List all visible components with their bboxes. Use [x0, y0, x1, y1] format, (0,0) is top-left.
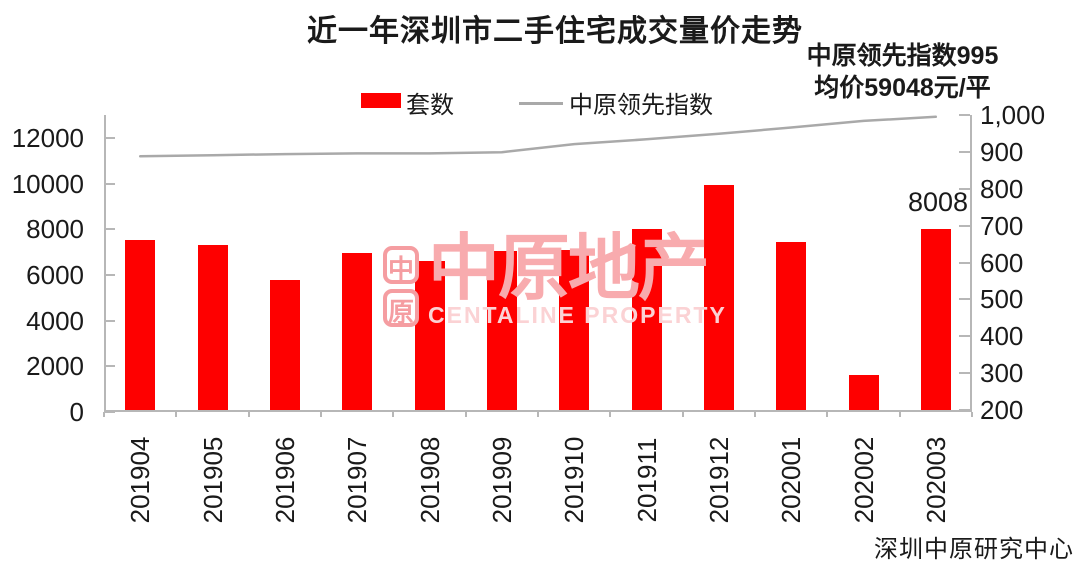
seal-char-top: 中 [383, 246, 419, 284]
right-axis-tick-label: 600 [980, 247, 1024, 278]
right-axis-tick-label: 1,000 [980, 100, 1046, 130]
x-axis-tick-mark [537, 412, 539, 417]
annotation-index-line: 中原领先指数995 [806, 42, 999, 70]
left-axis-tick-mark [104, 136, 115, 139]
x-axis-tick-mark [464, 412, 467, 417]
bar-201907 [342, 252, 373, 410]
legend-bar-label: 套数 [406, 92, 454, 119]
index-line [138, 115, 938, 158]
annotation-price-line: 均价59048元/平 [814, 74, 991, 102]
bar-201906 [269, 279, 300, 410]
x-axis-label-201909: 201909 [486, 436, 517, 524]
left-axis-tick-label: 12000 [11, 122, 84, 153]
x-axis-label-202001: 202001 [776, 436, 807, 524]
legend-line-label: 中原领先指数 [569, 92, 713, 119]
right-axis-tick-label: 700 [980, 210, 1024, 241]
x-axis-label-201905: 201905 [197, 436, 228, 524]
right-axis-tick-mark [959, 372, 970, 375]
left-axis-tick-mark [104, 182, 115, 185]
x-axis-tick-mark [320, 412, 322, 417]
watermark-text-block: 中原地产 CENTALINE PROPERTY [428, 230, 727, 329]
right-axis-tick-label: 500 [980, 284, 1024, 315]
right-axis-tick-label: 200 [980, 395, 1024, 425]
legend-line-swatch [519, 102, 563, 105]
right-axis-tick-mark [959, 150, 970, 153]
bar-201912 [703, 184, 734, 410]
x-axis-tick-mark [754, 412, 756, 417]
watermark-brand-text: 中原地产 [428, 229, 710, 309]
bar-201910 [559, 250, 590, 410]
right-axis-tick-label: 400 [980, 321, 1024, 352]
left-axis-tick-mark [104, 228, 115, 231]
x-axis-label-201912: 201912 [703, 436, 734, 524]
bar-201911 [631, 229, 662, 410]
right-axis-tick-label: 900 [980, 136, 1024, 167]
left-axis-tick-label: 2000 [26, 351, 84, 382]
right-axis-tick-mark [959, 114, 970, 116]
bar-202001 [776, 241, 807, 410]
x-axis-label-201907: 201907 [342, 436, 373, 524]
watermark-brand-subtext: CENTALINE PROPERTY [428, 302, 727, 328]
centaline-watermark: 中 原 中原地产 CENTALINE PROPERTY [383, 230, 727, 329]
x-axis-tick-mark [175, 412, 178, 417]
left-axis-tick-label: 6000 [26, 259, 84, 290]
x-axis-tick-mark [898, 412, 901, 417]
x-axis-tick-mark [392, 412, 395, 417]
x-axis-tick-mark [681, 412, 684, 417]
x-axis-label-201906: 201906 [269, 436, 300, 524]
x-axis-label-202003: 202003 [920, 436, 951, 524]
plot-area [104, 115, 972, 412]
annotation-block: 中原领先指数995 均价59048元/平 [780, 40, 1025, 104]
bar-201904 [125, 239, 156, 410]
right-axis-tick-label: 300 [980, 358, 1024, 389]
x-axis-tick-mark [103, 412, 105, 417]
x-axis-tick-mark [971, 412, 973, 417]
bar-value-label: 8008 [907, 187, 969, 217]
left-axis-tick-mark [104, 365, 115, 368]
bar-202002 [848, 374, 879, 410]
left-axis-tick-mark [104, 319, 115, 322]
left-axis-tick-mark [104, 411, 115, 413]
right-axis-tick-mark [959, 409, 970, 411]
seal-char-bottom: 原 [383, 289, 419, 327]
right-axis-tick-mark [959, 187, 970, 190]
x-axis-tick-mark [609, 412, 612, 417]
left-axis-tick-mark [104, 273, 115, 276]
legend-bar-swatch [361, 93, 401, 108]
left-axis-tick-label: 10000 [11, 168, 84, 199]
bar-201908 [414, 260, 445, 410]
x-axis-tick-mark [826, 412, 829, 417]
x-axis-label-202002: 202002 [848, 436, 879, 524]
x-axis-tick-mark [247, 412, 250, 417]
right-axis-tick-mark [959, 335, 970, 338]
left-axis-tick-label: 0 [69, 397, 84, 427]
right-axis-tick-mark [959, 224, 970, 227]
bar-201905 [197, 244, 228, 410]
x-axis-label-201911: 201911 [631, 437, 662, 523]
centaline-seal-logo: 中 原 [383, 230, 419, 327]
left-axis-tick-label: 8000 [26, 214, 84, 245]
x-axis-label-201910: 201910 [559, 436, 590, 524]
x-axis-label-201904: 201904 [125, 436, 156, 524]
bar-201909 [486, 250, 517, 410]
right-axis-tick-mark [959, 261, 970, 264]
bar-202003 [920, 229, 951, 410]
footer-source: 深圳中原研究中心 [874, 536, 1074, 563]
index-line-path [138, 115, 938, 158]
chart-title: 近一年深圳市二手住宅成交量价走势 [307, 15, 803, 48]
left-axis-tick-label: 4000 [26, 305, 84, 336]
x-axis-label-201908: 201908 [414, 436, 445, 524]
right-axis-tick-label: 800 [980, 173, 1024, 204]
right-axis-tick-mark [959, 298, 970, 301]
